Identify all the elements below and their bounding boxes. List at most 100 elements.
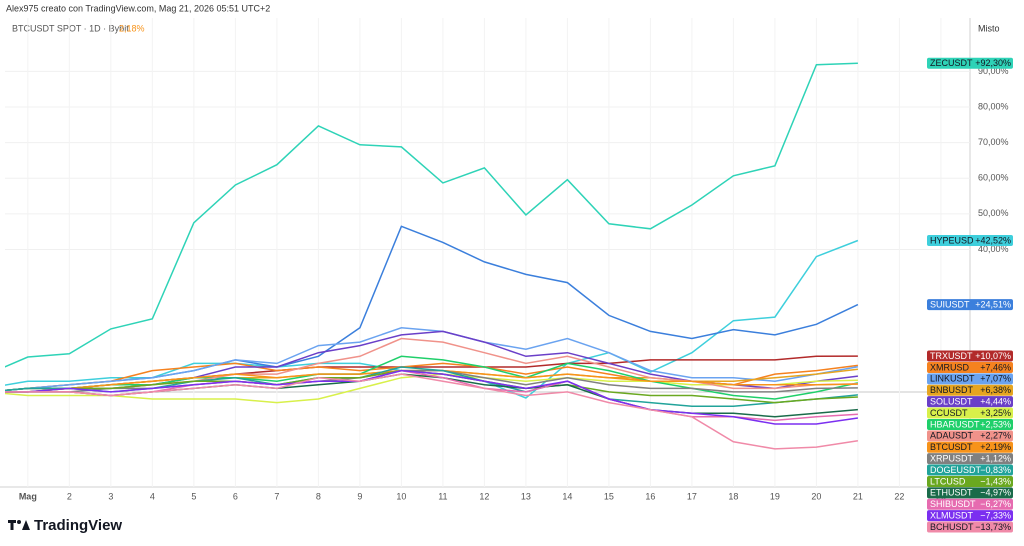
- price-tag: [927, 464, 1013, 476]
- data-label: +7,07%: [980, 374, 1011, 384]
- x-tick-label: 19: [770, 491, 780, 501]
- y-tick-label: 50,00%: [978, 208, 1009, 218]
- price-tag: [927, 418, 1013, 430]
- series-line: [5, 327, 859, 392]
- brand: TradingView: [34, 517, 122, 534]
- series-line: [5, 369, 859, 425]
- data-label: +6,38%: [980, 385, 1011, 395]
- legend-entry: HYPEUSD: [930, 235, 974, 245]
- data-label: +42,52%: [975, 235, 1011, 245]
- y-tick-label: 90,00%: [978, 66, 1009, 76]
- x-tick-label: 20: [811, 491, 821, 501]
- legend-entry: DOGEUSDT: [930, 465, 982, 475]
- price-tag: [927, 361, 1013, 373]
- x-tick-label: 18: [728, 491, 738, 501]
- x-tick-label: 16: [645, 491, 655, 501]
- x-tick-label: 12: [479, 491, 489, 501]
- x-tick-label: 15: [604, 491, 614, 501]
- price-tag: [927, 384, 1013, 396]
- x-tick-label: 14: [562, 491, 572, 501]
- x-tick-label: 6: [233, 491, 238, 501]
- price-tag: [927, 234, 1013, 246]
- x-tick-label: 9: [357, 491, 362, 501]
- y-tick-label: 80,00%: [978, 101, 1009, 111]
- legend-entry: XLMUSDT: [930, 511, 974, 521]
- axis-label: Misto: [978, 23, 1000, 33]
- data-label: −7,33%: [980, 511, 1011, 521]
- legend-entry: BNBUSDT: [930, 385, 974, 395]
- x-tick-label: 17: [687, 491, 697, 501]
- data-label: −13,73%: [975, 522, 1011, 532]
- x-tick-label: 4: [150, 491, 155, 501]
- data-label: +4,44%: [980, 397, 1011, 407]
- legend-entry: TRXUSDT: [930, 351, 973, 361]
- data-label: +3,25%: [980, 408, 1011, 418]
- y-tick-label: 40,00%: [978, 244, 1009, 254]
- x-tick-label: 10: [396, 491, 406, 501]
- price-tag: [927, 407, 1013, 419]
- legend-entry: ETHUSDT: [930, 488, 973, 498]
- price-tag: [927, 441, 1013, 453]
- price-tag: [927, 396, 1013, 408]
- price-tag: [927, 57, 1013, 69]
- legend-entry: HBARUSDT: [930, 419, 980, 429]
- data-label: +10,07%: [975, 351, 1011, 361]
- data-label: +1,12%: [980, 454, 1011, 464]
- data-label: +92,30%: [975, 58, 1011, 68]
- legend-entry: SUIUSDT: [930, 300, 970, 310]
- data-label: +24,51%: [975, 300, 1011, 310]
- data-label: +2,27%: [980, 431, 1011, 441]
- price-tag: [927, 350, 1013, 362]
- price-tag: [927, 430, 1013, 442]
- price-tag: [927, 475, 1013, 487]
- price-tag: [927, 373, 1013, 385]
- price-tag: [927, 498, 1013, 510]
- lines: [5, 18, 970, 487]
- legend-entry: XRPUSDT: [930, 454, 974, 464]
- legend-entry: LINKUSDT: [930, 374, 975, 384]
- series-line: [5, 239, 859, 399]
- legend-entry: SHIBUSDT: [930, 499, 976, 509]
- series-line: [5, 373, 859, 450]
- header: Alex975 creato con TradingView.com, Mag …: [6, 3, 270, 13]
- x-tick-label: 3: [108, 491, 113, 501]
- x-tick-label: 5: [191, 491, 196, 501]
- y-tick-label: 60,00%: [978, 173, 1009, 183]
- price-tag: [927, 487, 1013, 499]
- legend-entry: ZECUSDT: [930, 58, 973, 68]
- x-tick-label: 8: [316, 491, 321, 501]
- legend-entry: XMRUSD: [930, 362, 970, 372]
- price-tag: [927, 510, 1013, 522]
- series-line: [5, 62, 858, 368]
- series-line: [5, 369, 858, 393]
- x-tick-label: 11: [438, 491, 447, 501]
- logo: TradingView: [8, 517, 122, 534]
- x-tick-label: 13: [521, 491, 531, 501]
- x-tick-label: 7: [274, 491, 279, 501]
- series-line: [5, 355, 859, 400]
- y-tick-label: 70,00%: [978, 137, 1009, 147]
- legend-entry: BCHUSDT: [930, 522, 974, 532]
- legend-entry: CCUSDT: [930, 408, 968, 418]
- data-label: −1,43%: [980, 476, 1011, 486]
- legend-entry: LTCUSD: [930, 476, 966, 486]
- change: 2,18%: [119, 23, 145, 33]
- data-label: −4,97%: [980, 488, 1011, 498]
- legend-entry: ADAUSDT: [930, 431, 974, 441]
- symbol: BTCUSDT SPOT · 1D · Bybit: [12, 23, 129, 33]
- legend-entry: BTCUSDT: [930, 442, 973, 452]
- data-label: +2,53%: [980, 419, 1011, 429]
- x-tick-label: Mag: [19, 491, 37, 501]
- x-tick-label: 21: [853, 491, 863, 501]
- data-label: −6,27%: [980, 499, 1011, 509]
- data-label: −0,83%: [980, 465, 1011, 475]
- x-tick-label: 22: [894, 491, 904, 501]
- price-tag: [927, 521, 1013, 533]
- x-tick-label: 2: [67, 491, 72, 501]
- data-label: +7,46%: [980, 362, 1011, 372]
- price-tag: [927, 299, 1013, 311]
- legend-entry: SOLUSDT: [930, 397, 973, 407]
- price-tag: [927, 453, 1013, 465]
- data-label: +2,19%: [980, 442, 1011, 452]
